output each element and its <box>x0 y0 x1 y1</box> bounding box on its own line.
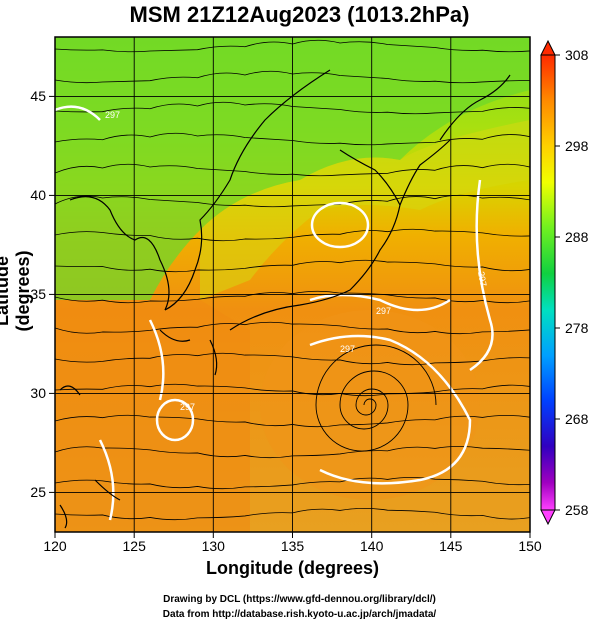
x-tick-label: 135 <box>281 538 305 554</box>
contour-label: 297 <box>180 402 195 412</box>
colorbar-tick-label: 298 <box>565 138 589 154</box>
colorbar-tick-label: 258 <box>565 502 589 518</box>
x-tick-label: 145 <box>439 538 463 554</box>
x-tick-label: 120 <box>43 538 67 554</box>
contour-label: 297 <box>476 271 488 288</box>
colorbar-upper-arrow <box>540 39 556 56</box>
x-tick-label: 150 <box>518 538 542 554</box>
y-tick-label: 35 <box>30 286 46 302</box>
y-tick-label: 45 <box>30 88 46 104</box>
colorbar-lower-arrow <box>540 509 556 526</box>
warm-region-west <box>55 300 250 532</box>
contour-labels: 297 297 297 297 297 <box>105 110 488 412</box>
lat-lon-grid <box>55 37 530 532</box>
colorbar-gradient <box>540 54 556 511</box>
axis-ticks <box>49 95 531 538</box>
y-tick-label: 30 <box>30 385 46 401</box>
typhoon-region <box>260 310 480 500</box>
x-axis-label: Longitude (degrees) <box>205 558 379 578</box>
y-tick-label: 25 <box>30 484 46 500</box>
contour-label: 297 <box>105 110 120 120</box>
isotherm-contours <box>55 105 494 521</box>
map-title: MSM 21Z12Aug2023 (1013.2hPa) <box>129 2 470 27</box>
colorbar-tick-label: 278 <box>565 320 589 336</box>
x-tick-label: 130 <box>202 538 226 554</box>
colorbar: 308 298 288 278 268 258 <box>540 39 589 526</box>
colorbar-tick-label: 308 <box>565 47 589 63</box>
x-tick-label: 140 <box>360 538 384 554</box>
colorbar-tick-label: 288 <box>565 229 589 245</box>
y-tick-label: 40 <box>30 187 46 203</box>
coastlines <box>59 69 511 529</box>
contour-label: 297 <box>376 306 391 316</box>
mid-region <box>200 120 530 300</box>
credit-data-source: Data from http://database.rish.kyoto-u.a… <box>162 609 437 620</box>
typhoon-spiral <box>315 344 437 452</box>
x-tick-label: 125 <box>123 538 147 554</box>
credit-dcl: Drawing by DCL (https://www.gfd-dennou.o… <box>163 594 436 605</box>
contour-label: 297 <box>340 344 355 354</box>
colorbar-tick-label: 268 <box>565 411 589 427</box>
